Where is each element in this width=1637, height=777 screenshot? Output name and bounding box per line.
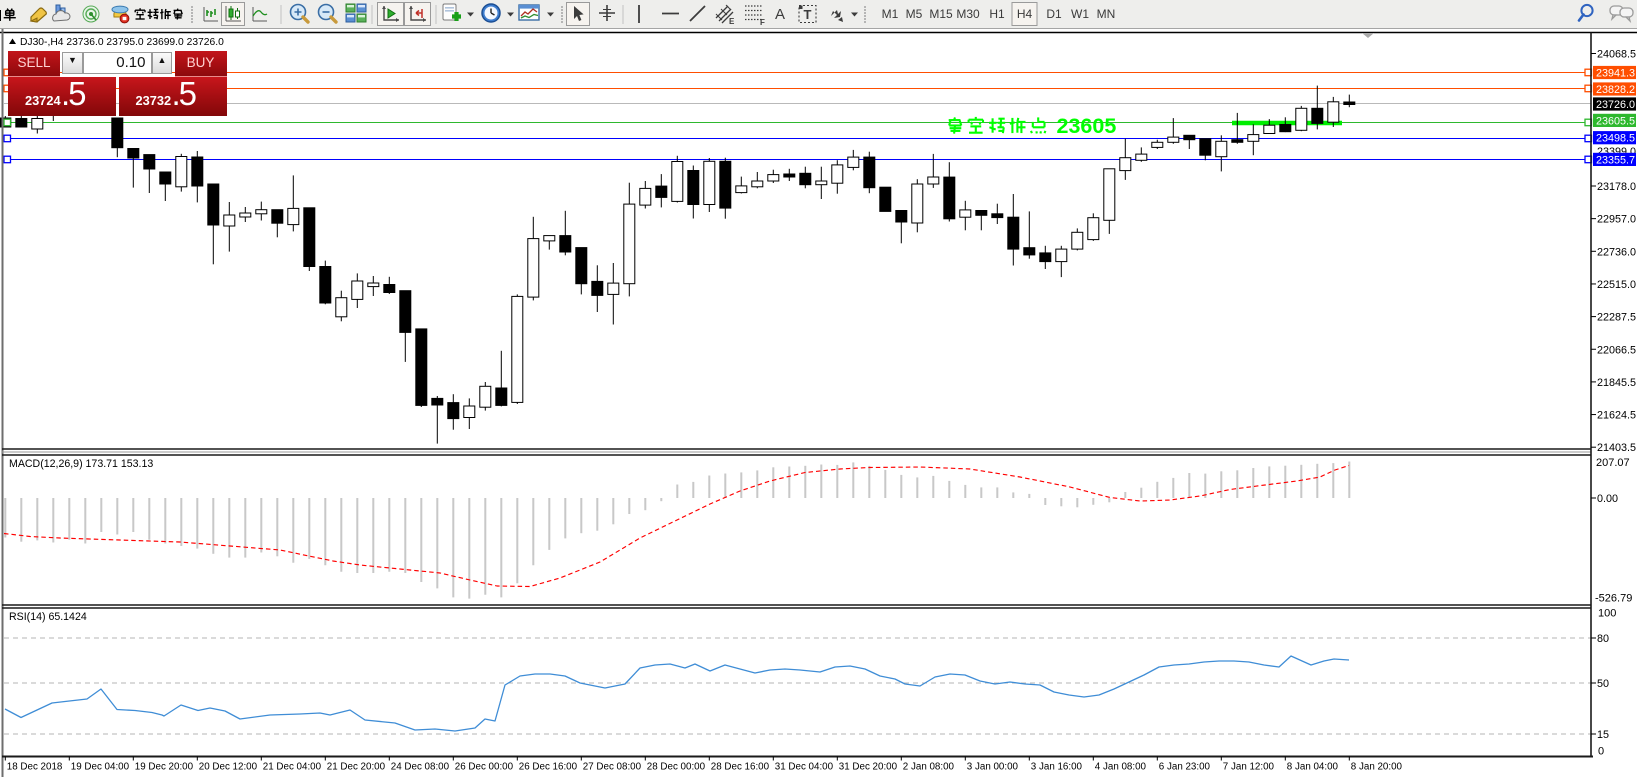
svg-text:22957.0: 22957.0 — [1597, 214, 1636, 226]
svg-text:0.00: 0.00 — [1597, 493, 1618, 505]
svg-text:207.07: 207.07 — [1596, 457, 1630, 469]
svg-text:21 Dec 20:00: 21 Dec 20:00 — [327, 762, 386, 773]
svg-text:-526.79: -526.79 — [1595, 592, 1632, 604]
svg-text:23605.5: 23605.5 — [1596, 115, 1635, 127]
svg-text:23941.3: 23941.3 — [1596, 68, 1635, 80]
svg-text:8 Jan 04:00: 8 Jan 04:00 — [1287, 762, 1339, 773]
svg-text:M5: M5 — [906, 7, 923, 21]
svg-text:23605: 23605 — [1057, 114, 1117, 138]
svg-text:80: 80 — [1597, 633, 1609, 645]
svg-text:22066.5: 22066.5 — [1597, 344, 1636, 356]
svg-text:H1: H1 — [989, 7, 1005, 21]
svg-text:4 Jan 08:00: 4 Jan 08:00 — [1095, 762, 1147, 773]
svg-text:W1: W1 — [1071, 7, 1089, 21]
svg-text:28 Dec 00:00: 28 Dec 00:00 — [647, 762, 706, 773]
svg-text:27 Dec 08:00: 27 Dec 08:00 — [583, 762, 642, 773]
svg-text:23178.0: 23178.0 — [1597, 181, 1636, 193]
svg-text:19 Dec 20:00: 19 Dec 20:00 — [135, 762, 194, 773]
svg-text:23355.7: 23355.7 — [1596, 154, 1635, 166]
svg-text:22736.0: 22736.0 — [1597, 246, 1636, 258]
svg-text:MACD(12,26,9) 173.71 153.13: MACD(12,26,9) 173.71 153.13 — [9, 458, 153, 470]
svg-text:20 Dec 12:00: 20 Dec 12:00 — [199, 762, 258, 773]
svg-text:50: 50 — [1597, 678, 1609, 690]
svg-text:M30: M30 — [956, 7, 980, 21]
svg-text:D1: D1 — [1046, 7, 1062, 21]
svg-text:24068.5: 24068.5 — [1597, 49, 1636, 61]
svg-text:23726.0: 23726.0 — [1596, 99, 1635, 111]
svg-text:2 Jan 08:00: 2 Jan 08:00 — [903, 762, 955, 773]
svg-text:M15: M15 — [929, 7, 953, 21]
svg-text:E: E — [729, 17, 735, 26]
svg-text:31 Dec 20:00: 31 Dec 20:00 — [839, 762, 898, 773]
svg-text:23498.5: 23498.5 — [1596, 133, 1635, 145]
svg-text:8 Jan 20:00: 8 Jan 20:00 — [1351, 762, 1403, 773]
svg-text:M1: M1 — [882, 7, 899, 21]
svg-text:MN: MN — [1097, 7, 1116, 21]
svg-text:21624.5: 21624.5 — [1597, 410, 1636, 422]
svg-text:19 Dec 04:00: 19 Dec 04:00 — [71, 762, 130, 773]
svg-text:6 Jan 23:00: 6 Jan 23:00 — [1159, 762, 1211, 773]
svg-text:21 Dec 04:00: 21 Dec 04:00 — [263, 762, 322, 773]
svg-text:3 Jan 00:00: 3 Jan 00:00 — [967, 762, 1019, 773]
svg-text:3 Jan 16:00: 3 Jan 16:00 — [1031, 762, 1083, 773]
svg-text:21403.5: 21403.5 — [1597, 442, 1636, 454]
svg-text:22515.0: 22515.0 — [1597, 279, 1636, 291]
svg-text:26 Dec 16:00: 26 Dec 16:00 — [519, 762, 578, 773]
svg-text:DJ30-,H4 23736.0 23795.0 2369: DJ30-,H4 23736.0 23795.0 23699.0 23726.0 — [20, 37, 224, 48]
svg-text:28 Dec 16:00: 28 Dec 16:00 — [711, 762, 770, 773]
svg-text:100: 100 — [1598, 607, 1616, 619]
svg-text:31 Dec 04:00: 31 Dec 04:00 — [775, 762, 834, 773]
svg-text:24 Dec 08:00: 24 Dec 08:00 — [391, 762, 450, 773]
svg-text:T: T — [804, 7, 812, 22]
svg-text:26 Dec 00:00: 26 Dec 00:00 — [455, 762, 514, 773]
svg-text:H4: H4 — [1017, 7, 1033, 21]
svg-text:F: F — [760, 18, 765, 27]
svg-text:0: 0 — [1598, 746, 1604, 758]
svg-text:15: 15 — [1597, 729, 1609, 741]
svg-text:RSI(14) 65.1424: RSI(14) 65.1424 — [9, 611, 87, 623]
svg-text:21845.5: 21845.5 — [1597, 377, 1636, 389]
svg-text:23828.2: 23828.2 — [1596, 84, 1635, 96]
svg-text:22287.5: 22287.5 — [1597, 312, 1636, 324]
svg-text:18 Dec 2018: 18 Dec 2018 — [7, 762, 63, 773]
svg-text:7 Jan 12:00: 7 Jan 12:00 — [1223, 762, 1275, 773]
svg-text:A: A — [775, 6, 785, 23]
